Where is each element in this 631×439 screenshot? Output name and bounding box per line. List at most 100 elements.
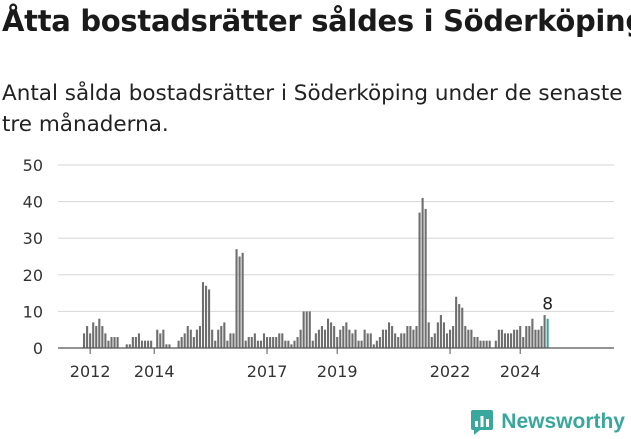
bar: [503, 333, 506, 348]
bar: [442, 322, 445, 348]
highlight-value-label: 8: [542, 295, 553, 315]
bar: [525, 326, 528, 348]
highlight-bar: [546, 318, 549, 348]
bar: [461, 307, 464, 348]
bar: [211, 329, 214, 348]
x-tick-label: 2022: [430, 362, 471, 381]
bar: [144, 340, 147, 348]
bar: [516, 329, 519, 348]
bar: [452, 326, 455, 348]
bar: [107, 340, 110, 348]
bar: [467, 329, 470, 348]
bar: [302, 311, 305, 348]
bar: [247, 337, 250, 348]
bar: [354, 329, 357, 348]
y-tick-label: 10: [23, 302, 43, 321]
bar: [375, 340, 378, 348]
bar: [506, 333, 510, 348]
bar: [418, 212, 421, 348]
bar: [485, 340, 488, 348]
bar-chart: 0 10 20 30 40 50 2012 2014 2017 2019 2022 2024 8: [23, 156, 614, 381]
bar: [476, 337, 479, 348]
bar: [412, 329, 415, 348]
bar: [186, 326, 189, 348]
bar: [150, 340, 153, 348]
bar: [363, 329, 366, 348]
bar: [101, 326, 104, 348]
bar: [131, 337, 134, 348]
bar: [415, 326, 418, 348]
bar: [162, 329, 165, 348]
bar: [336, 337, 339, 348]
bar: [189, 329, 192, 348]
bar: [299, 329, 302, 348]
bar: [110, 337, 113, 348]
x-tick-label: 2019: [317, 362, 358, 381]
bar: [226, 340, 229, 348]
bar: [351, 333, 354, 348]
bar: [381, 329, 384, 348]
brand-name: Newsworthy: [501, 410, 625, 433]
bar: [177, 340, 180, 348]
chart-subtitle: Antal sålda bostadsrätter i Söderköping …: [2, 81, 623, 137]
bar: [305, 311, 308, 348]
bar: [208, 289, 211, 348]
bar: [357, 340, 360, 348]
bar: [394, 333, 397, 348]
bar: [180, 337, 183, 348]
bar: [543, 315, 546, 348]
x-tick-label: 2017: [247, 362, 288, 381]
bar: [342, 326, 345, 348]
bar: [244, 340, 247, 348]
bar: [92, 322, 95, 348]
bar: [464, 326, 467, 348]
bar: [531, 318, 534, 348]
bar: [217, 329, 220, 348]
bar: [479, 340, 482, 348]
brand[interactable]: Newsworthy: [470, 408, 625, 436]
bar: [147, 340, 150, 348]
bar: [439, 315, 442, 348]
bar: [128, 344, 131, 348]
bar: [140, 340, 144, 348]
bar: [253, 333, 256, 348]
bar: [134, 337, 137, 348]
bar: [400, 333, 403, 348]
newsworthy-logo-icon: [471, 410, 494, 435]
bar: [275, 337, 278, 348]
bar: [488, 340, 491, 348]
bar: [345, 322, 348, 348]
bar: [427, 322, 430, 348]
bar: [168, 344, 171, 348]
bar: [537, 329, 540, 348]
bar: [403, 333, 406, 348]
bar: [497, 329, 500, 348]
bar: [522, 337, 525, 348]
bar: [327, 318, 330, 348]
bar: [266, 337, 269, 348]
bar: [406, 326, 409, 348]
bar: [510, 333, 513, 348]
bar: [424, 208, 427, 348]
bar: [198, 326, 201, 348]
bar: [223, 322, 226, 348]
bar: [89, 333, 92, 348]
y-tick-label: 0: [33, 339, 43, 358]
bar: [281, 333, 284, 348]
bar: [388, 322, 391, 348]
bar: [378, 337, 381, 348]
bar: [165, 344, 168, 348]
y-tick-label: 50: [23, 156, 43, 175]
bar: [458, 304, 461, 348]
bar: [333, 326, 336, 348]
bar: [482, 340, 485, 348]
bar: [339, 329, 342, 348]
bar: [293, 340, 296, 348]
bar: [95, 326, 98, 348]
bar: [473, 337, 476, 348]
y-tick-label: 40: [23, 193, 43, 212]
bar: [348, 329, 351, 348]
x-tick-label: 2014: [134, 362, 175, 381]
bar: [534, 329, 537, 348]
bar: [256, 340, 259, 348]
